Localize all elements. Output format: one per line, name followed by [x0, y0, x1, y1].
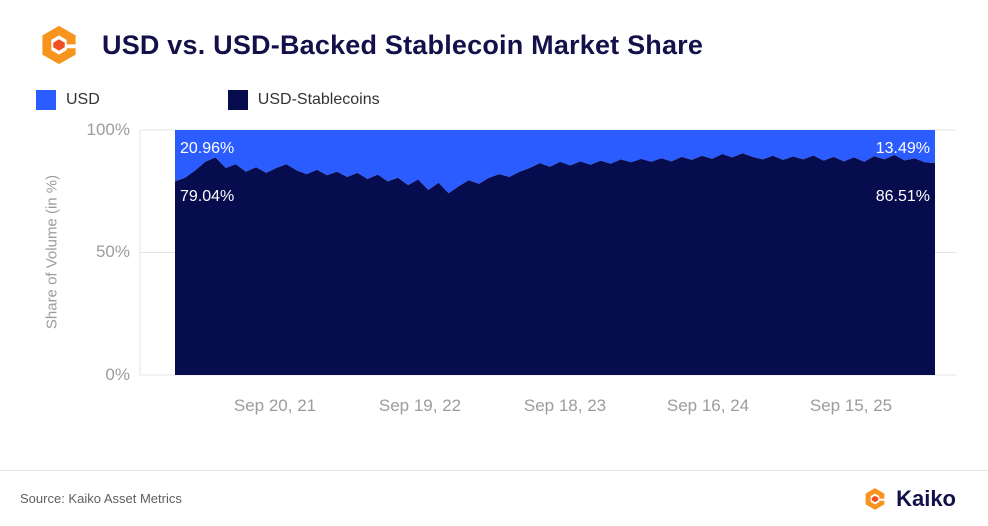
- page-title: USD vs. USD-Backed Stablecoin Market Sha…: [102, 29, 704, 60]
- chart: Share of Volume (in %) 100% 50% 0% 20.96…: [0, 120, 988, 430]
- y-tick-50: 50%: [95, 242, 130, 261]
- footer: Source: Kaiko Asset Metrics Kaiko: [0, 470, 988, 526]
- brand-name: Kaiko: [896, 485, 956, 511]
- x-tick-2021: Sep 20, 21: [233, 396, 317, 415]
- brand: Kaiko: [862, 486, 956, 512]
- header: USD vs. USD-Backed Stablecoin Market Sha…: [0, 0, 988, 74]
- x-tick-2023: Sep 18, 23: [523, 396, 607, 415]
- usd-area-series: [175, 130, 935, 194]
- annotation-usd-start: 20.96%: [180, 140, 235, 157]
- annotation-stablecoin-end: 86.51%: [875, 188, 930, 205]
- chart-legend: USD USD-Stablecoins: [36, 90, 988, 110]
- annotation-usd-end: 13.49%: [875, 140, 930, 157]
- legend-swatch-stablecoins: [227, 90, 248, 110]
- kaiko-footer-logo-icon: [865, 487, 885, 510]
- legend-item-usd: USD: [36, 90, 100, 110]
- x-tick-2022: Sep 19, 22: [378, 396, 462, 415]
- legend-label-stablecoins: USD-Stablecoins: [257, 91, 380, 108]
- stablecoin-area-series: [175, 153, 935, 375]
- legend-swatch-usd: [36, 90, 56, 110]
- legend-label-usd: USD: [66, 91, 100, 108]
- plot-area: Share of Volume (in %) 100% 50% 0% 20.96…: [0, 120, 988, 384]
- stacked-area-plot: [139, 129, 956, 376]
- x-axis: Sep 20, 21 Sep 19, 22 Sep 18, 23 Sep 16,…: [0, 384, 988, 430]
- y-axis-title: Share of Volume (in %): [43, 174, 61, 330]
- y-tick-100: 100%: [86, 120, 130, 139]
- y-tick-0: 0%: [105, 365, 130, 384]
- x-tick-2024: Sep 16, 24: [666, 396, 750, 415]
- annotation-stablecoin-start: 79.04%: [180, 188, 235, 205]
- kaiko-logo-icon: [42, 25, 76, 65]
- x-tick-2025: Sep 15, 25: [809, 396, 893, 415]
- legend-item-stablecoins: USD-Stablecoins: [227, 90, 380, 110]
- source-text: Source: Kaiko Asset Metrics: [20, 491, 182, 506]
